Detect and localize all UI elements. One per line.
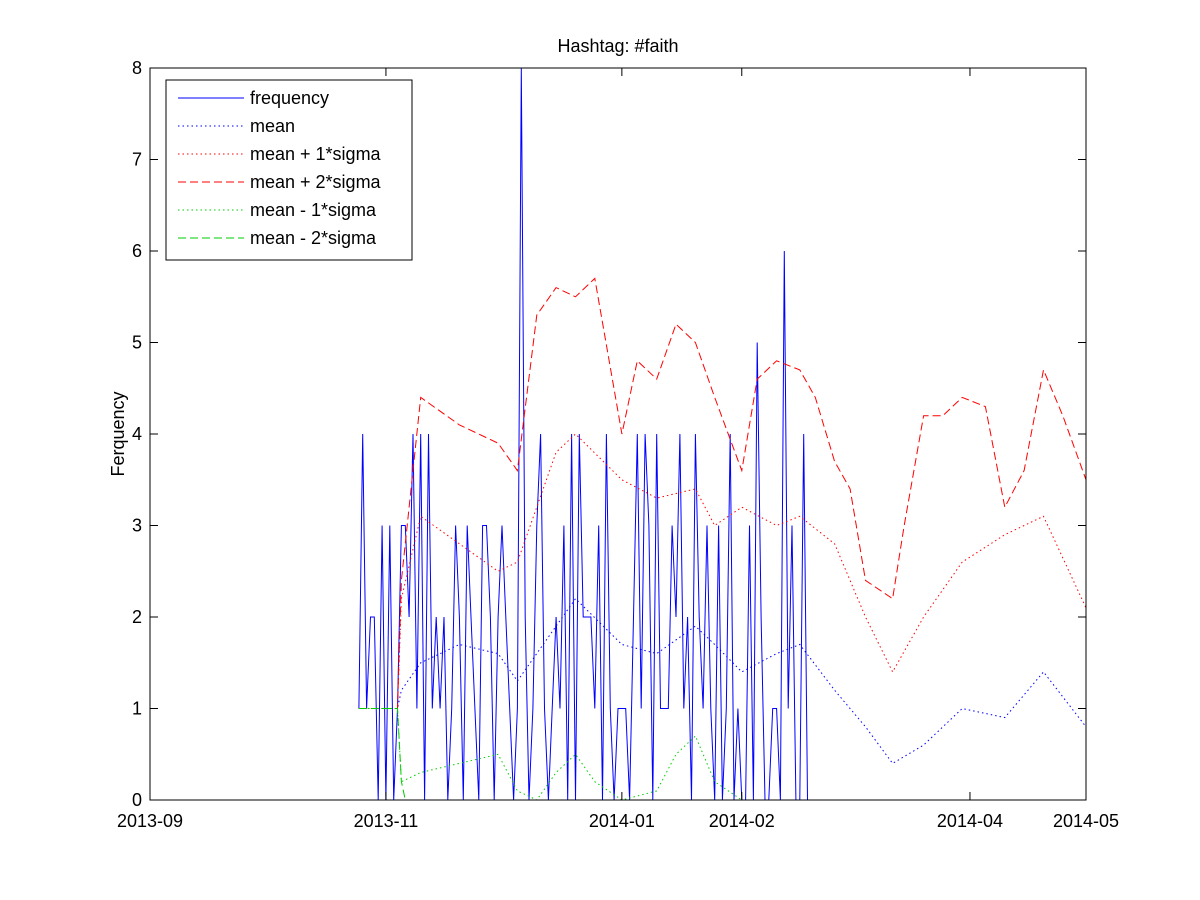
x-tick-label: 2014-05: [1053, 811, 1119, 831]
legend-label: mean - 1*sigma: [250, 200, 377, 220]
x-tick-label: 2013-09: [117, 811, 183, 831]
y-tick-label: 6: [132, 241, 142, 261]
legend-label: mean + 1*sigma: [250, 144, 382, 164]
y-tick-label: 2: [132, 607, 142, 627]
legend-label: mean: [250, 116, 295, 136]
series-line-mean-1-sigma: [358, 433, 1087, 709]
chart-title: Hashtag: #faith: [557, 36, 678, 56]
series-line-mean-1-sigma: [358, 708, 743, 801]
x-tick-label: 2014-01: [589, 811, 655, 831]
series-line-mean: [358, 597, 1087, 765]
legend-box: [165, 79, 413, 261]
series-line-mean-2-sigma: [358, 708, 406, 801]
y-axis-label: Ferquency: [108, 391, 128, 476]
y-tick-label: 1: [132, 699, 142, 719]
legend: frequency mean mean + 1*sigma mean + 2*sigm…: [165, 79, 413, 261]
legend-label: frequency: [250, 88, 329, 108]
y-tick-label: 7: [132, 150, 142, 170]
series-line-mean-2-sigma: [358, 277, 1087, 709]
y-tick-label: 4: [132, 424, 142, 444]
y-tick-label: 5: [132, 333, 142, 353]
y-tick-label: 0: [132, 790, 142, 810]
legend-label: mean + 2*sigma: [250, 172, 382, 192]
x-tick-label: 2014-04: [937, 811, 1003, 831]
y-tick-label: 3: [132, 516, 142, 536]
y-tick-label: 8: [132, 58, 142, 78]
legend-label: mean - 2*sigma: [250, 228, 377, 248]
x-tick-label: 2014-02: [709, 811, 775, 831]
axes-layer: 0 1 2 3 4 5 6 7 8 2013-09 2013-11 2014-01 2014-02 201…: [117, 58, 1119, 831]
x-tick-label: 2013-11: [354, 811, 419, 831]
